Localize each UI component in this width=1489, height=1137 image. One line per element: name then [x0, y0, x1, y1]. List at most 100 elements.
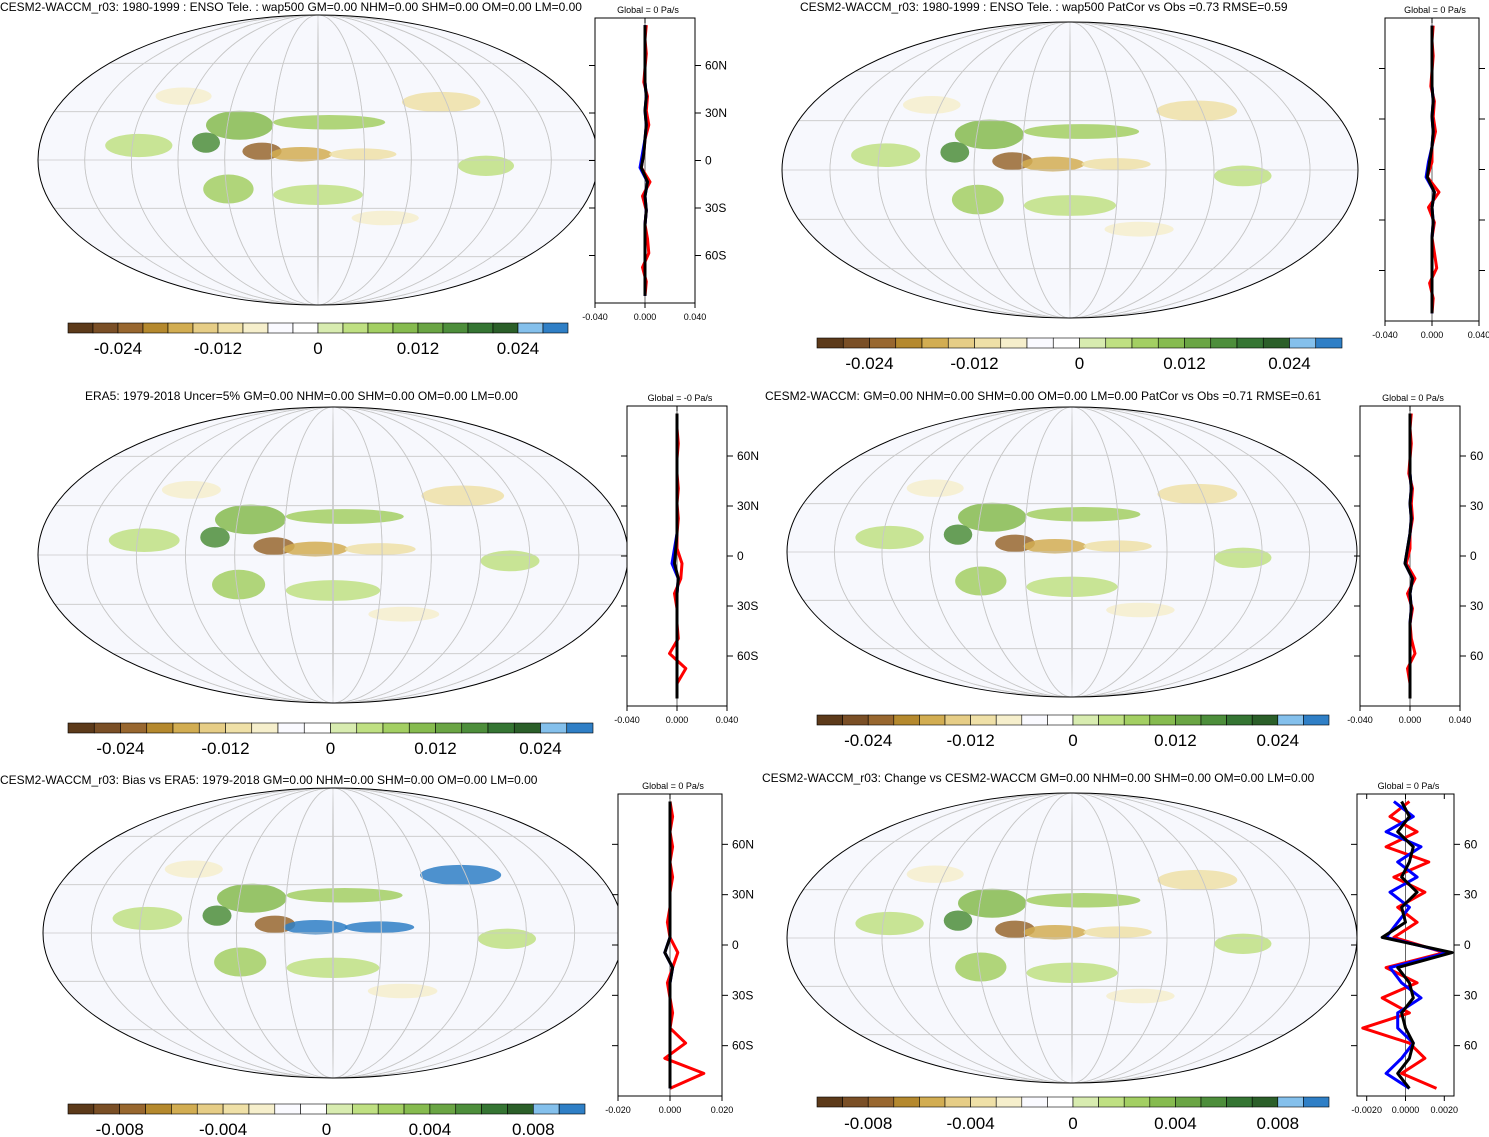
zonal-xtick-label: 0.040 [1468, 330, 1489, 340]
field-contour [1157, 869, 1238, 891]
map-field [787, 407, 1357, 697]
colorbar-swatch [1210, 337, 1238, 349]
colorbar-swatch [303, 722, 331, 734]
colorbar-swatch [242, 322, 269, 334]
colorbar-swatch [442, 322, 469, 334]
colorbar-swatch [944, 1096, 971, 1108]
field-contour [215, 504, 286, 535]
graticule-lon [332, 788, 334, 1078]
colorbar-swatch [816, 1096, 843, 1108]
colorbar-swatch [1149, 1096, 1176, 1108]
map-field [38, 15, 598, 305]
field-contour [1214, 933, 1272, 954]
zonal-lat-label: 0 [737, 549, 744, 563]
panel-model-patcor: CESM2-WACCM_r03: 1980-1999 : ENSO Tele. … [745, 0, 1489, 380]
colorbar-swatch [532, 1103, 560, 1115]
graticule-lon [235, 788, 431, 1078]
colorbar-swatch [970, 714, 997, 726]
global-map: Global = 0 Pa/s -0.040 0.000 0.040 -0.024 -0.… [781, 5, 1489, 373]
graticule-lon [177, 15, 459, 305]
field-contour [951, 184, 1004, 215]
colorbar-swatch [461, 722, 489, 734]
field-contour [202, 905, 232, 926]
zonal-lat-label: 30 [1470, 599, 1484, 613]
colorbar-swatch [93, 722, 121, 734]
zonal-lat-label: 60S [737, 649, 758, 663]
zonal-lat-label: 0 [1470, 549, 1477, 563]
graticule-lon [1024, 407, 1120, 697]
colorbar-swatch [558, 1103, 586, 1115]
colorbar-swatch [1226, 1096, 1253, 1108]
panel-title: CESM2-WACCM_r03: Bias vs ERA5: 1979-2018… [0, 773, 538, 787]
zonal-xtick-label: 0.040 [684, 312, 707, 322]
zonal-lat-label: 30 [1464, 888, 1478, 902]
field-contour [1156, 100, 1238, 122]
graticule-lon [332, 407, 334, 703]
colorbar-swatch [167, 322, 194, 334]
graticule-lon [84, 15, 552, 305]
colorbar-tick-label: 0 [1068, 731, 1077, 750]
field-contour [367, 983, 438, 999]
colorbar-swatch [1289, 337, 1317, 349]
field-contour [1026, 576, 1118, 597]
panel-title: CESM2-WACCM_r03: 1980-1999 : ENSO Tele. … [800, 0, 1288, 14]
colorbar-swatch [542, 322, 569, 334]
colorbar-swatch [67, 322, 94, 334]
graticule-lon [270, 15, 366, 305]
field-contour [421, 485, 505, 507]
field-contour [855, 525, 924, 550]
field-contour [192, 132, 220, 153]
colorbar-swatch [1021, 1096, 1048, 1108]
colorbar-swatch [171, 1103, 198, 1115]
zonal-lat-label: 30S [737, 599, 758, 613]
colorbar-tick-label: 0.004 [1154, 1114, 1197, 1133]
field-contour [1214, 547, 1272, 568]
field-contour [217, 883, 287, 913]
colorbar-swatch [540, 722, 568, 734]
graticule-lon [834, 793, 1310, 1083]
colorbar-tick-label: 0.012 [414, 739, 457, 758]
field-contour [1026, 893, 1141, 908]
colorbar-swatch [198, 722, 226, 734]
colorbar-swatch [292, 322, 319, 334]
colorbar-swatch [1303, 1096, 1330, 1108]
colorbar-swatch [1262, 337, 1290, 349]
colorbar-tick-label: 0.004 [409, 1120, 452, 1137]
field-contour [855, 911, 924, 936]
field-contour [958, 502, 1027, 532]
zonal-xtick-label: 0.0020 [1431, 1105, 1459, 1115]
colorbar-swatch [1251, 714, 1279, 726]
colorbar-swatch [1098, 1096, 1125, 1108]
colorbar-swatch [1047, 714, 1074, 726]
colorbar-swatch [408, 722, 436, 734]
zonal-xtick-label: 0.000 [666, 715, 689, 725]
colorbar-tick-label: -0.008 [96, 1120, 144, 1137]
colorbar-swatch [467, 322, 494, 334]
colorbar-swatch [142, 322, 169, 334]
colorbar-swatch [1098, 714, 1125, 726]
colorbar-swatch [566, 722, 594, 734]
colorbar-swatch [222, 1103, 250, 1115]
field-contour [1023, 195, 1117, 216]
colorbar-tick-label: 0 [326, 739, 335, 758]
colorbar-tick-label: 0.008 [512, 1120, 555, 1137]
field-contour [112, 906, 183, 931]
colorbar-tick-label: 0.024 [1268, 354, 1311, 373]
panel-cesm2-waccm: CESM2-WACCM: GM=0.00 NHM=0.00 SHM=0.00 O… [745, 380, 1489, 760]
field-contour [164, 860, 223, 878]
zonal-lat-label: 60N [737, 449, 759, 463]
colorbar-swatch [67, 722, 95, 734]
colorbar-swatch [1052, 337, 1080, 349]
zonal-title: Global = 0 Pa/s [642, 781, 704, 791]
zonal-series-black [1425, 25, 1436, 314]
colorbar-swatch [1105, 337, 1133, 349]
colorbar-tick-label: 0.012 [1163, 354, 1206, 373]
colorbar-swatch [1079, 337, 1107, 349]
graticule-lon [90, 788, 576, 1078]
colorbar-swatch [513, 722, 541, 734]
graticule-lon [224, 15, 412, 305]
colorbar-swatch [1021, 714, 1048, 726]
field-contour [1023, 124, 1140, 139]
colorbar-swatch [893, 1096, 920, 1108]
panel-title: CESM2-WACCM_r03: Change vs CESM2-WACCM G… [762, 771, 1315, 785]
